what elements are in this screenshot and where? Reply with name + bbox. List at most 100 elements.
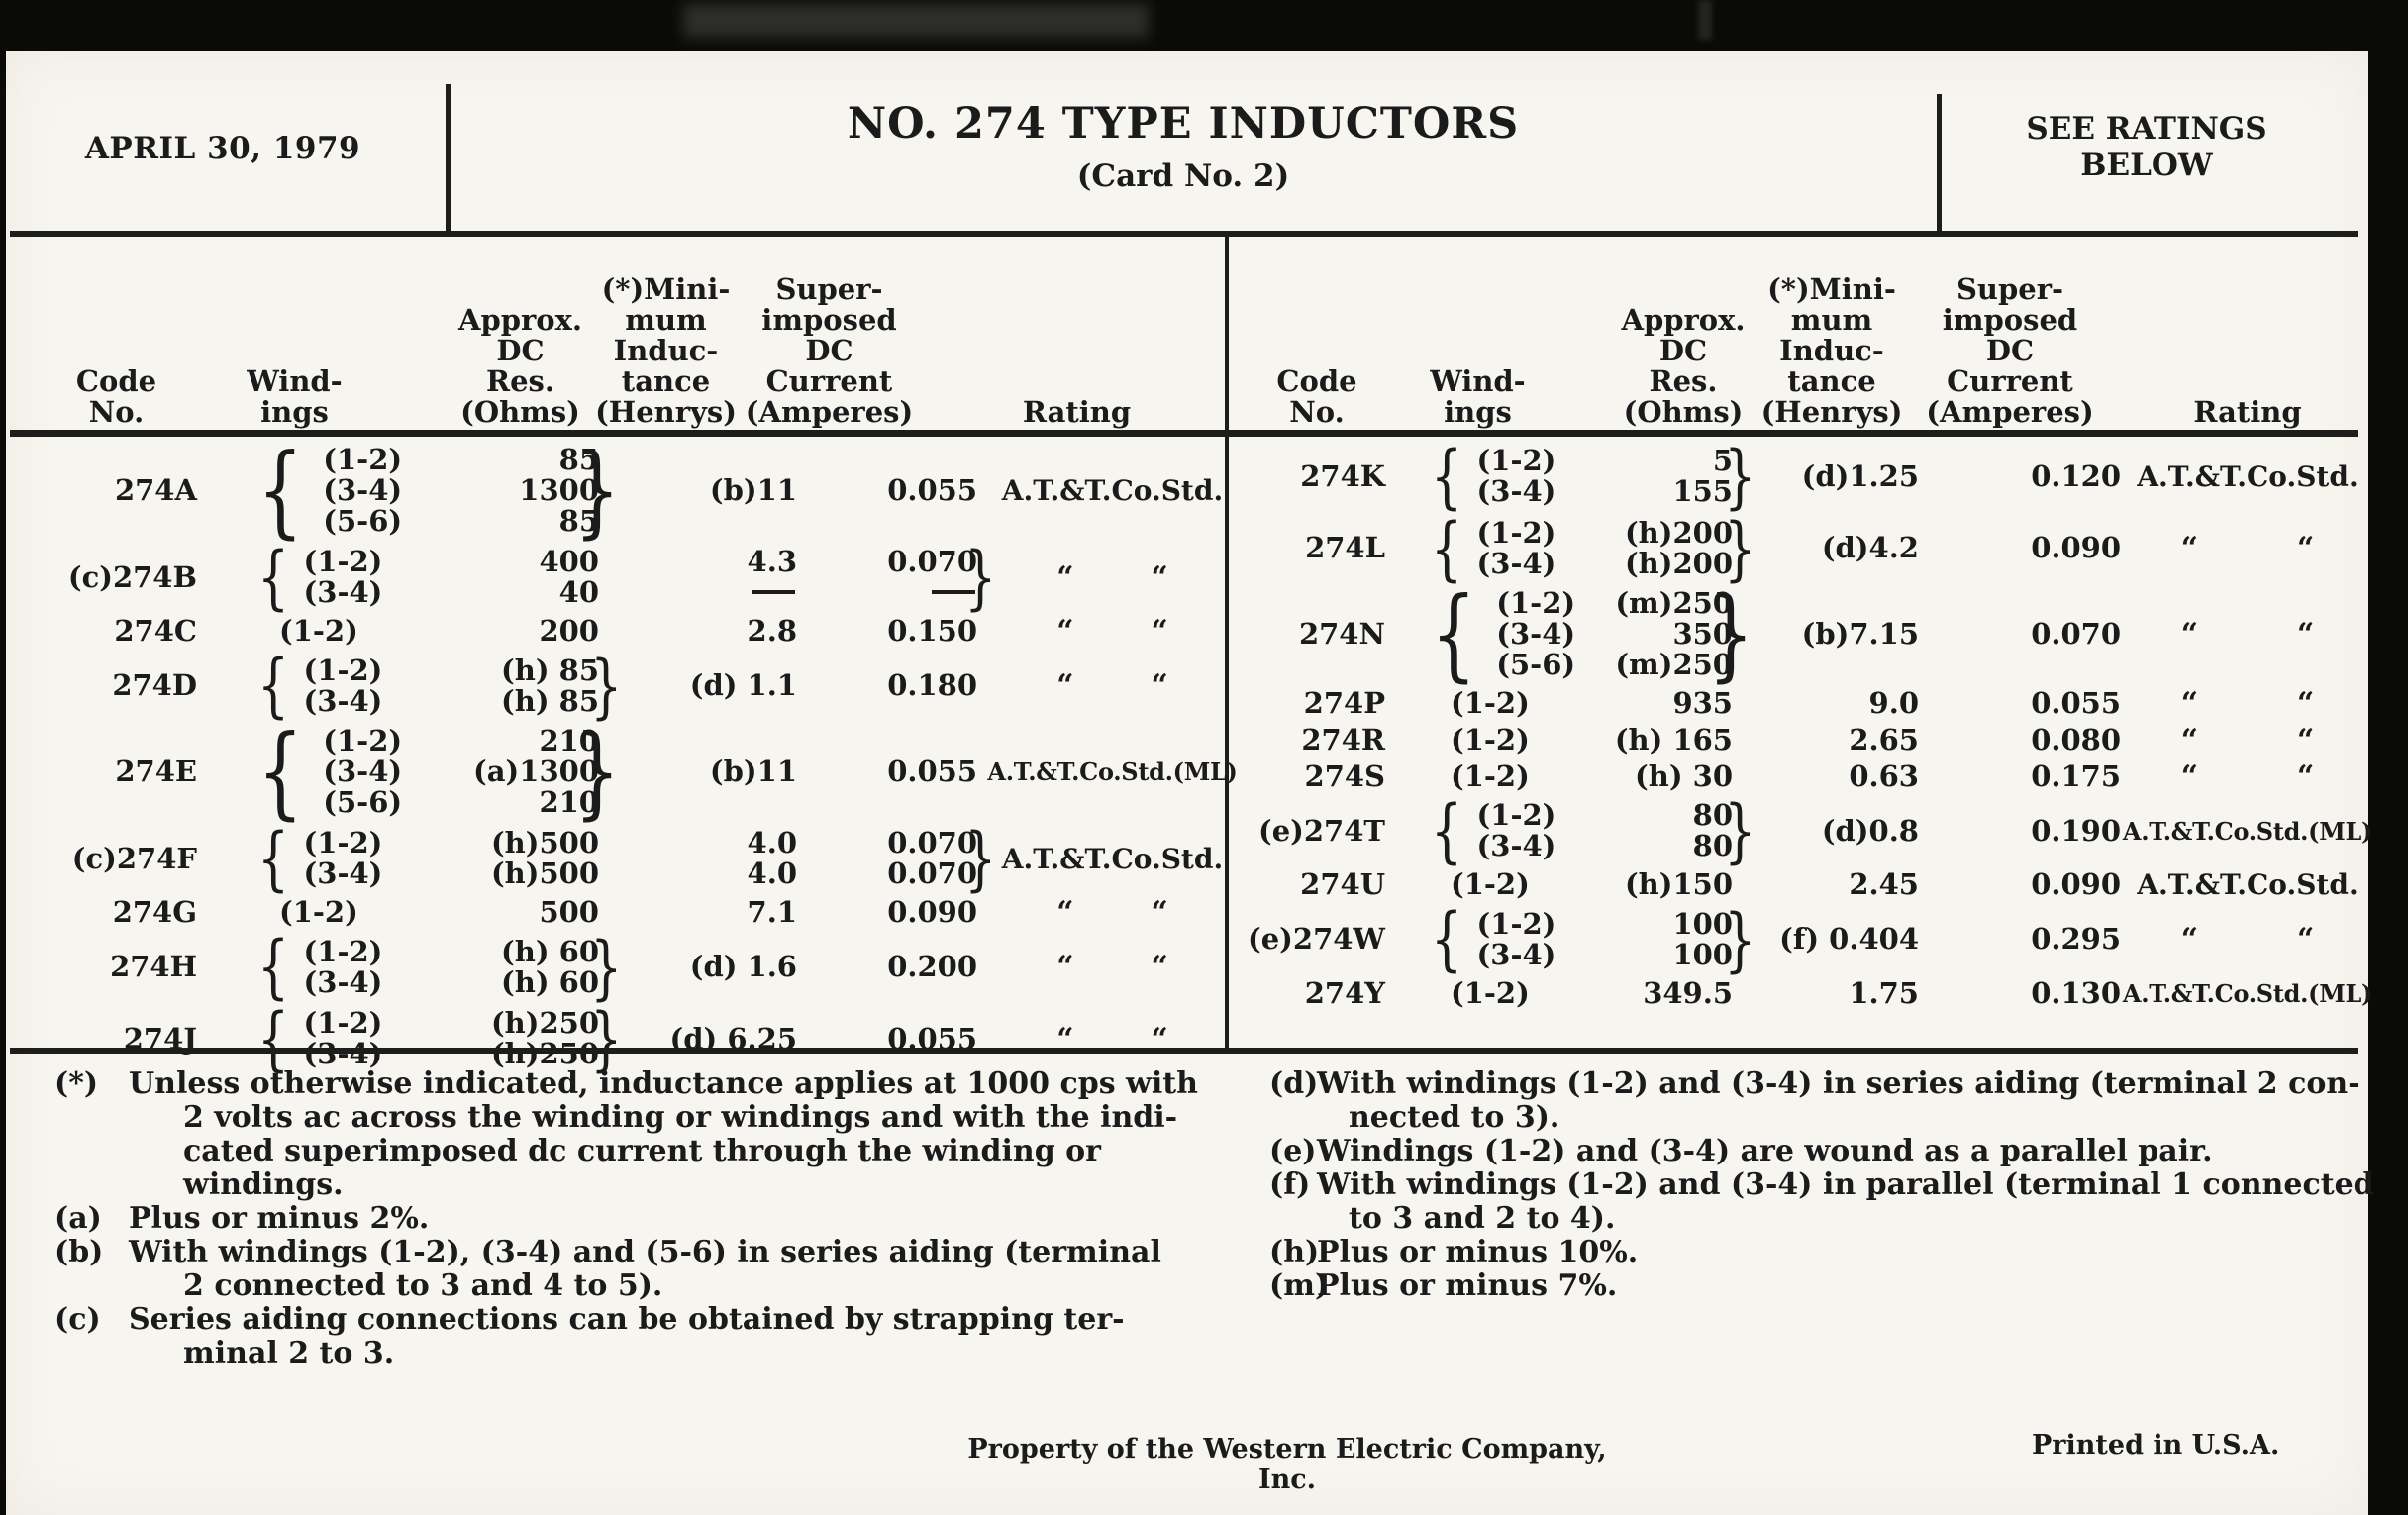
table-row: (e)274W{(1-2) (3-4) 100 100} (f) 0.404 0.295 “… [1243, 903, 2366, 975]
stack-line: 40 [558, 575, 599, 610]
code-cell: 274H [30, 952, 203, 982]
inductor-table-right: 274K{(1-2) (3-4) 5 155} (d)1.25 0.120 A.T.&T.C… [1243, 436, 2372, 1012]
current-stack: 0.070 [2031, 619, 2121, 650]
stack-line: 200 [539, 614, 599, 649]
rating-label: A.T.&T.Co.Std. [2137, 868, 2358, 902]
current-stack: 0.180 [887, 670, 977, 701]
rating-cell: A.T.&T.Co.Std. [2129, 869, 2366, 900]
column-header-code: Code No. [1243, 366, 1391, 428]
stack-line: 935 [1672, 685, 1733, 720]
column-header-windings: Wind-ings [1391, 366, 1564, 428]
code-cell: 274S [1243, 760, 1391, 792]
stack-line: 2.65 [1849, 722, 1919, 757]
stack-line: (1-2) [1476, 444, 1556, 478]
rating-cell: ““ [2129, 761, 2366, 792]
stack-line: 0.090 [887, 895, 977, 930]
windings-stack: (1-2) [279, 897, 358, 928]
footer-property-line: Property of the Western Electric Company… [967, 1434, 1607, 1495]
ditto-mark: “ [2180, 722, 2198, 758]
current-stack: 0.070 [887, 547, 977, 608]
windings-stack: (1-2) (3-4) (5-6) [1496, 588, 1575, 680]
ditto-mark: “ [1151, 559, 1168, 595]
stack-line: (a)1300 [473, 755, 599, 789]
ditto-mark: “ [2180, 617, 2198, 653]
ditto-mark: “ [1056, 950, 1074, 985]
curly-brace: { [257, 997, 290, 1079]
stack-line: (1-2) [303, 545, 383, 579]
footnote-line: Plus or minus 10%. [1317, 1235, 1639, 1269]
rating-cell: A.T.&T.Co.Std. [2129, 461, 2366, 492]
curly-brace: { [257, 817, 290, 899]
resistance-stack: 85 1300 85 [519, 445, 599, 537]
table-row: 274H{(1-2) (3-4) (h) 60 (h) 60} (d) 1.6 0.200… [30, 931, 1220, 1003]
stack-line: 85 [558, 443, 599, 477]
inductance-stack: (d)1.25 [1801, 458, 1919, 493]
ditto-mark: “ [1056, 668, 1074, 704]
code-label: 274U [1300, 867, 1385, 902]
footnote-text: With windings (1-2) and (3-4) in paralle… [1317, 1168, 2374, 1236]
resistance-stack: 500 [539, 897, 599, 928]
resistance-stack: 200 [539, 616, 599, 647]
paper-card [6, 51, 2368, 1515]
column-header-line: tance [1787, 364, 1876, 398]
rating-label: A.T.&T.Co.Std.(ML) [987, 758, 1238, 787]
stack-line: 350 [1672, 617, 1733, 652]
code-cell: 274K [1243, 460, 1391, 492]
stack-line: 0.200 [887, 950, 977, 984]
stack-line: (h)250 [490, 1037, 599, 1071]
windings-stack: (1-2) [1451, 977, 1530, 1009]
table-header-left: Code No. Wind-ings Approx. DC Res. (Ohms) (*)Mi… [30, 248, 1220, 428]
current-stack: 0.295 [2031, 924, 2121, 955]
windings-cell: {(1-2) (3-4) [203, 645, 386, 727]
stack-line: (1-2) [303, 934, 383, 968]
current-stack: 0.200 [887, 952, 977, 982]
code-cell: (c)274B [30, 561, 203, 593]
column-header-line: No. [1289, 395, 1345, 429]
inductance-cell: 2.8 [629, 616, 812, 647]
windings-cell: (1-2) [1391, 687, 1564, 719]
curly-brace: } [1724, 507, 1756, 589]
inductance-stack: (d) 1.1 [690, 670, 797, 701]
inductance-stack: 9.0 [1869, 687, 1919, 719]
current-stack: 0.090 [887, 897, 977, 928]
code-cell: (e)274T [1243, 815, 1391, 847]
inductance-cell: 1.75 [1762, 977, 1931, 1009]
footnote: (a) Plus or minus 2%. [54, 1202, 1193, 1236]
ditto-mark: “ [1151, 895, 1168, 931]
stack-line: (d)1.25 [1801, 458, 1919, 493]
footnote-line: With windings (1-2) and (3-4) in series … [1317, 1066, 2360, 1101]
table-row: (c)274B{(1-2) (3-4) 400 40 4.3 0.070} ““ [30, 542, 1220, 614]
current-cell: 0.070 [1931, 619, 2129, 650]
stack-line: (3-4) [303, 683, 383, 718]
stack-line: 0.070 [887, 857, 977, 891]
curly-brace: } [590, 926, 623, 1008]
curly-brace: } [1724, 436, 1756, 517]
stack-line: (1-2) [1496, 586, 1576, 621]
code-cell: 274G [30, 897, 203, 928]
inductance-cell: 0.63 [1762, 760, 1931, 792]
windings-stack: (1-2) (3-4) [304, 1008, 383, 1069]
column-header-line: imposed [1942, 303, 2078, 337]
column-header-line: imposed [761, 303, 897, 337]
rating-cell: ““ [2129, 533, 2366, 563]
stack-line: (3-4) [1476, 474, 1556, 509]
footnote: (c) Series aiding connections can be obta… [54, 1303, 1193, 1370]
ditto-marks: ““ [2181, 619, 2315, 650]
table-row: (c)274F{(1-2) (3-4) (h)500 (h)500 4.0 4.0 0.07… [30, 817, 1223, 899]
ditto-mark: “ [1056, 614, 1074, 650]
current-stack: 0.175 [2031, 760, 2121, 792]
curly-brace: { [257, 645, 290, 727]
code-cell: 274E [30, 757, 203, 787]
resistance-stack: 5 155 [1672, 446, 1733, 507]
footnote-line: windings. [183, 1167, 344, 1202]
inductance-cell: (b)11 [629, 475, 812, 506]
stack-line: 1300 [519, 473, 599, 508]
page-subtitle: (Card No. 2) [1076, 158, 1290, 194]
code-cell: 274C [30, 616, 203, 647]
stack-line: (1-2) [279, 895, 358, 930]
column-header-line: DC [805, 334, 853, 367]
resistance-cell: 349.5 [1564, 977, 1762, 1009]
footnote-line: minal 2 to 3. [183, 1336, 395, 1370]
stack-line: (1-2) [323, 443, 403, 477]
column-header-line: Approx. [1621, 303, 1746, 337]
